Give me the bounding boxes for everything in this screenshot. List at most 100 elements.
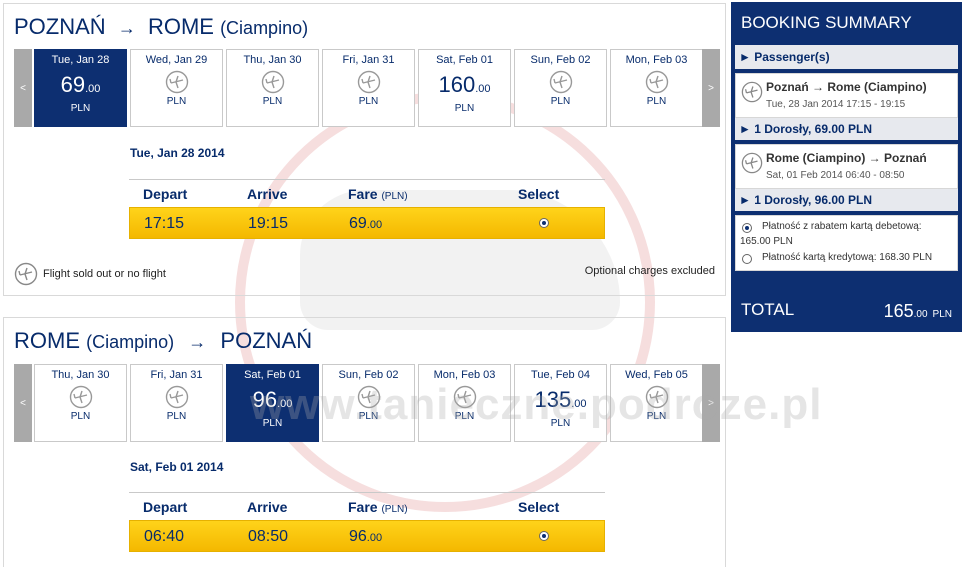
return-flight-table: Depart Arrive Fare (PLN) Select 06:40 08… [129,492,605,552]
return-next-button[interactable]: > [702,364,720,442]
date-tile-label: Thu, Jan 30 [51,369,110,381]
depart-time: 06:40 [144,528,185,545]
outbound-destination: ROME [147,14,214,39]
outbound-route-arrow: → [117,18,136,38]
date-tile-3[interactable]: Sun, Feb 02 PLN [322,364,415,442]
date-tile-2[interactable]: Thu, Jan 30 PLN [226,49,319,127]
return-flight-header: Depart Arrive Fare (PLN) Select [129,492,605,520]
date-tile-price-dec: .00 [475,83,491,95]
date-tile-label: Mon, Feb 03 [625,54,688,66]
depart-time: 17:15 [144,215,185,232]
date-tile-currency: PLN [262,418,283,429]
date-tile-currency: PLN [358,96,379,107]
no-flight-icon [645,70,668,94]
return-panel: ROME (Ciampino) → POZNAŃ < Thu, Jan 30 PL… [3,317,726,567]
outbound-flight-row[interactable]: 17:15 19:15 69.00 [129,207,605,239]
outbound-origin: POZNAŃ [14,14,106,39]
summary-total: TOTAL 165.00 PLN [731,290,962,332]
date-tile-4[interactable]: Mon, Feb 03 PLN [418,364,511,442]
return-select-radio[interactable] [539,531,549,541]
outbound-next-button[interactable]: > [702,49,720,127]
sold-out-legend: Flight sold out or no flight [14,262,166,286]
date-tile-price: 160.00 [419,73,510,101]
date-tile-currency: PLN [166,96,187,107]
return-origin-sub: (Ciampino) [86,332,175,352]
date-tile-2[interactable]: Sat, Feb 01 96.00 PLN [226,364,319,442]
date-tile-4[interactable]: Sat, Feb 01 160.00 PLN [418,49,511,127]
no-flight-icon [549,70,572,94]
date-tile-label: Fri, Jan 31 [150,369,203,381]
return-origin: ROME [14,328,80,353]
leg-title: Rome (Ciampino) → Poznań [766,151,927,165]
date-tile-0[interactable]: Tue, Jan 28 69.00 PLN [34,49,127,127]
debit-card-amount: 165.00 PLN [740,236,793,247]
total-value: 165.00 PLN [884,301,952,322]
date-tile-1[interactable]: Fri, Jan 31 PLN [130,364,223,442]
leg-fare-toggle[interactable]: ► 1 Dorosły, 69.00 PLN [735,118,958,140]
arrive-time: 19:15 [248,215,289,232]
no-flight-icon [261,70,284,94]
date-tile-currency: PLN [646,96,667,107]
outbound-flight-table: Depart Arrive Fare (PLN) Select 17:15 19… [129,179,605,239]
date-tile-currency: PLN [550,96,571,107]
date-tile-currency: PLN [70,103,91,114]
outbound-select-radio[interactable] [539,218,549,228]
date-tile-0[interactable]: Thu, Jan 30 PLN [34,364,127,442]
return-route-arrow: → [188,332,207,352]
return-flight-row[interactable]: 06:40 08:50 96.00 [129,520,605,552]
select-header: Select [518,499,560,515]
summary-title: BOOKING SUMMARY [731,2,962,40]
fare-price-dec: .00 [366,219,383,231]
date-tile-label: Fri, Jan 31 [342,54,395,66]
date-tile-6[interactable]: Wed, Feb 05 PLN [610,364,703,442]
date-tile-label: Wed, Jan 29 [145,54,208,66]
date-tile-1[interactable]: Wed, Jan 29 PLN [130,49,223,127]
credit-card-radio[interactable] [742,254,752,264]
date-tile-label: Tue, Jan 28 [51,54,110,66]
date-tile-label: Sat, Feb 01 [436,54,493,66]
date-tile-currency: PLN [454,411,475,422]
fare-price-int: 69 [349,215,367,232]
fare-price-dec: .00 [366,532,383,544]
date-tile-currency: PLN [454,103,475,114]
date-tile-price-int: 96 [252,387,278,412]
outbound-date-carousel: < Tue, Jan 28 69.00 PLN Wed, Jan 29 PLN Thu, … [14,49,720,127]
select-header: Select [518,186,560,202]
credit-card-label: Płatność kartą kredytową: 168.30 PLN [762,252,933,263]
outbound-route-title: POZNAŃ → ROME (Ciampino) [14,14,308,40]
summary-leg-outbound: Poznań → Rome (Ciampino) Tue, 28 Jan 201… [735,73,958,118]
date-tile-5[interactable]: Sun, Feb 02 PLN [514,49,607,127]
date-tile-price-dec: .00 [277,398,293,410]
fare-header-label: Fare [348,499,378,515]
date-tile-label: Tue, Feb 04 [531,369,590,381]
fare-header-unit: (PLN) [381,504,408,515]
date-tile-label: Wed, Feb 05 [625,369,688,381]
passengers-toggle[interactable]: ► Passenger(s) [735,45,958,69]
outbound-panel: POZNAŃ → ROME (Ciampino) < Tue, Jan 28 69… [3,3,726,296]
date-tile-6[interactable]: Mon, Feb 03 PLN [610,49,703,127]
plane-icon [741,152,763,174]
date-tile-price-int: 135 [534,387,572,412]
total-label: TOTAL [741,300,795,319]
fare-header-unit: (PLN) [381,191,408,202]
no-flight-icon [14,262,38,286]
date-tile-price-dec: .00 [85,83,101,95]
date-tile-currency: PLN [550,418,571,429]
debit-card-label: Płatność z rabatem kartą debetową: [762,221,922,232]
total-dec: .00 [913,309,928,320]
date-tile-3[interactable]: Fri, Jan 31 PLN [322,49,415,127]
arrive-header: Arrive [247,186,288,202]
return-flight-date: Sat, Feb 01 2014 [130,460,224,474]
fare-price: 69.00 [349,215,382,233]
outbound-prev-button[interactable]: < [14,49,32,127]
fare-price-int: 96 [349,528,367,545]
plane-icon [741,81,763,103]
date-tile-5[interactable]: Tue, Feb 04 135.00 PLN [514,364,607,442]
total-currency: PLN [932,309,952,320]
date-tile-price: 96.00 [227,388,318,416]
no-flight-icon [357,70,380,94]
date-tile-label: Mon, Feb 03 [433,369,496,381]
leg-fare-toggle[interactable]: ► 1 Dorosły, 96.00 PLN [735,189,958,211]
return-prev-button[interactable]: < [14,364,32,442]
debit-card-radio[interactable] [742,223,752,233]
